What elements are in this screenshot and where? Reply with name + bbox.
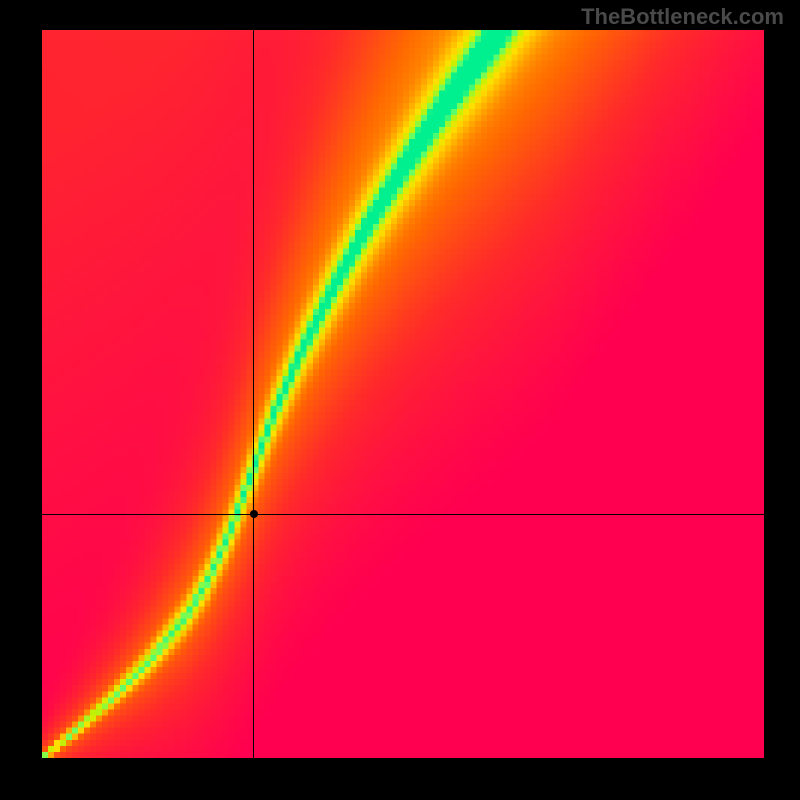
crosshair-horizontal [42, 514, 764, 515]
chart-container: TheBottleneck.com [0, 0, 800, 800]
crosshair-vertical [253, 30, 254, 758]
watermark-text: TheBottleneck.com [581, 4, 784, 30]
bottleneck-heatmap [42, 30, 764, 758]
data-point-marker [250, 510, 258, 518]
